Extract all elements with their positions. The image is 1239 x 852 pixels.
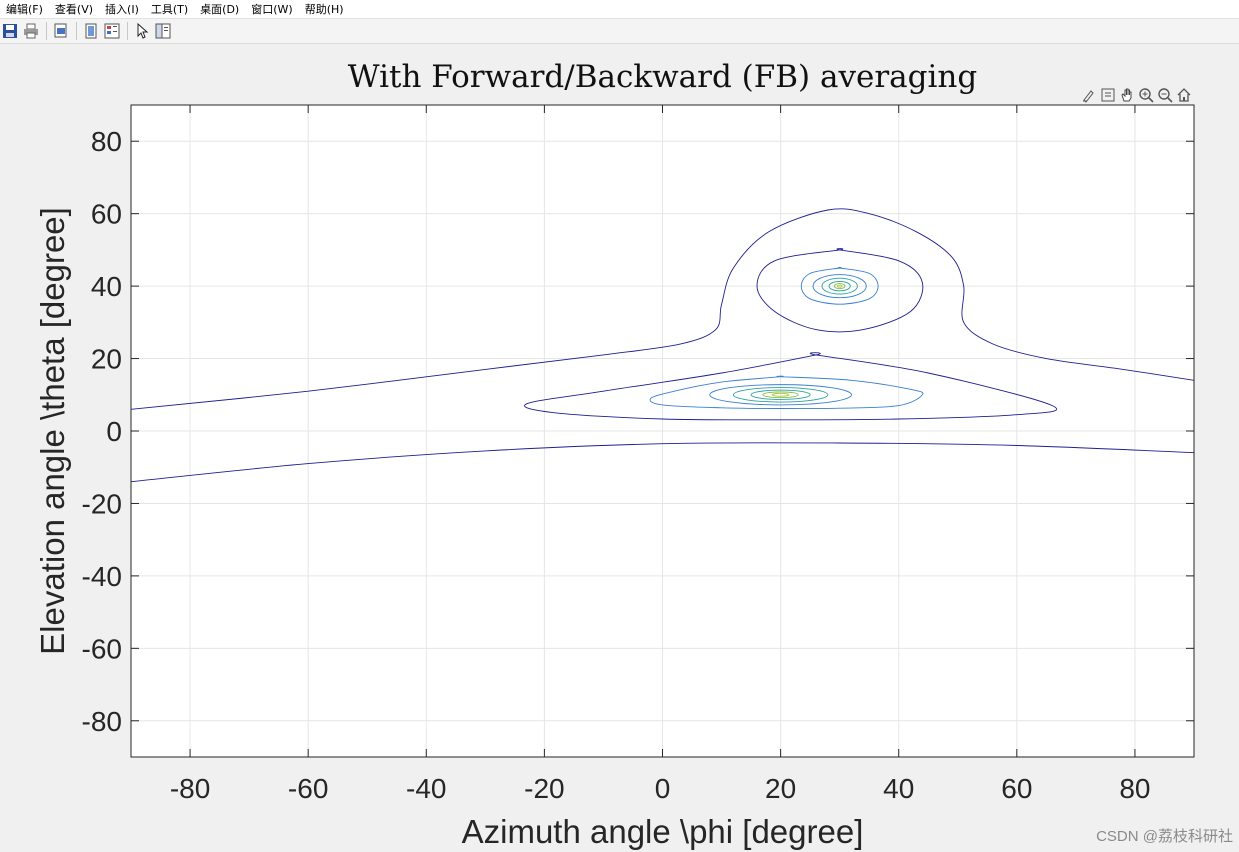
figure-palette-icon[interactable] — [82, 22, 100, 40]
contour-line — [649, 375, 924, 410]
contour-line — [524, 352, 1058, 421]
chart-title: With Forward/Backward (FB) averaging — [348, 59, 977, 95]
x-tick-label: 40 — [883, 773, 914, 804]
figure-canvas: -80 -60 -40 -20 0 20 40 60 80 -80 -60 -40 -20 0 20 40 60… — [0, 45, 1239, 852]
contour-line — [800, 266, 879, 305]
x-tick-label: 60 — [1001, 773, 1032, 804]
menu-item-insert[interactable]: 插入(I) — [105, 3, 139, 16]
menu-item-edit[interactable]: 编辑(F) — [6, 3, 43, 16]
toolbar-separator — [127, 22, 128, 40]
grid-lines — [131, 105, 1194, 757]
y-tick-label: 0 — [106, 416, 122, 447]
contour-ring — [750, 389, 811, 400]
toolbar-separator — [46, 22, 47, 40]
x-tick-label: -80 — [170, 773, 210, 804]
y-tick-label: -60 — [82, 633, 122, 664]
x-tick-label: 20 — [765, 773, 796, 804]
watermark: CSDN @荔枝科研社 — [1096, 828, 1233, 845]
menu-item-window[interactable]: 窗口(W) — [251, 3, 293, 16]
contour-lines — [131, 208, 1194, 483]
brush-icon[interactable] — [1080, 86, 1098, 104]
print-preview-icon[interactable] — [52, 22, 70, 40]
x-tick-label: -20 — [524, 773, 564, 804]
home-icon[interactable] — [1175, 86, 1193, 104]
contour-ring — [812, 274, 867, 299]
contour-ring — [821, 277, 858, 295]
contour-ring — [709, 384, 852, 406]
y-tick-label: -20 — [82, 488, 122, 519]
print-icon[interactable] — [22, 22, 40, 40]
contour-line — [756, 248, 924, 333]
x-tick-label: 0 — [655, 773, 671, 804]
x-tick-label: -60 — [288, 773, 328, 804]
y-tick-label: 20 — [91, 344, 122, 375]
zoom-out-icon[interactable] — [1156, 86, 1174, 104]
x-tick-label: 80 — [1119, 773, 1150, 804]
property-editor-icon[interactable] — [154, 22, 172, 40]
axis-ticks: -80 -60 -40 -20 0 20 40 60 80 -80 -60 -40 -20 0 20 40 60… — [82, 105, 1194, 804]
menu-item-tools[interactable]: 工具(T) — [150, 3, 189, 16]
y-tick-label: 40 — [91, 271, 122, 302]
contour-plot: -80 -60 -40 -20 0 20 40 60 80 -80 -60 -40 -20 0 20 40 60… — [34, 59, 1195, 850]
pan-icon[interactable] — [1118, 86, 1136, 104]
y-tick-label: 80 — [91, 126, 122, 157]
x-axis-label: Azimuth angle \phi [degree] — [462, 813, 864, 850]
contour-ring — [836, 284, 843, 288]
menu-item-desktop[interactable]: 桌面(D) — [200, 3, 240, 16]
toolbar-separator — [76, 22, 77, 40]
contour-ring — [828, 280, 851, 292]
contour-line — [131, 442, 1194, 483]
menu-item-view[interactable]: 查看(V) — [54, 3, 94, 16]
zoom-in-icon[interactable] — [1137, 86, 1155, 104]
y-tick-label: -40 — [82, 561, 122, 592]
figure-toolbar — [0, 19, 1239, 44]
plot-browser-icon[interactable] — [103, 22, 121, 40]
save-icon[interactable] — [1, 22, 19, 40]
datatip-icon[interactable] — [1099, 86, 1117, 104]
menu-item-help[interactable]: 帮助(H) — [304, 3, 344, 16]
contour-ring — [732, 387, 829, 403]
menu-bar: 编辑(F) 查看(V) 插入(I) 工具(T) 桌面(D) 窗口(W) 帮助(H… — [0, 0, 1239, 19]
axes-toolbar — [1080, 85, 1193, 105]
contour-ring — [762, 391, 799, 399]
y-tick-label: 60 — [91, 199, 122, 230]
contour-ring — [833, 283, 846, 290]
contour-ring — [771, 392, 790, 397]
x-tick-label: -40 — [406, 773, 446, 804]
y-axis-label: Elevation angle \theta [degree] — [34, 207, 71, 655]
contour-line — [131, 208, 1194, 410]
y-tick-label: -80 — [82, 706, 122, 737]
pointer-icon[interactable] — [133, 22, 151, 40]
